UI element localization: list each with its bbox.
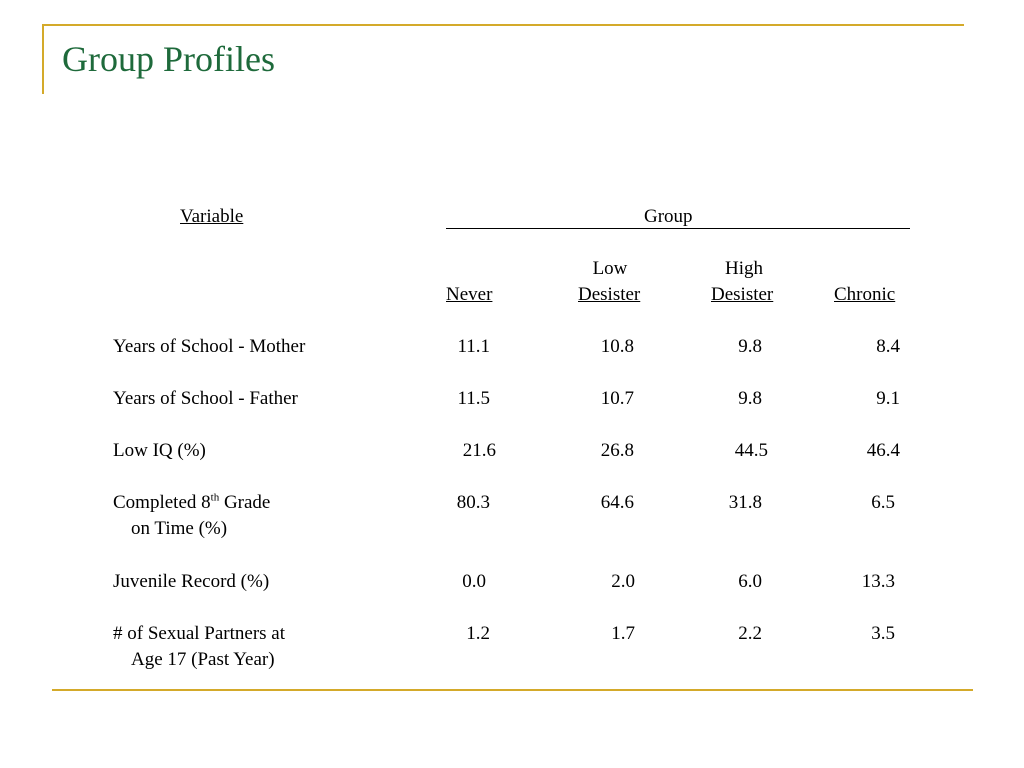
cell-low-desister: 26.8 [600,440,634,461]
cell-chronic: 46.4 [866,440,900,461]
row-label: Years of School - Mother [113,336,306,357]
col-low-desister-line1: Low [592,258,628,279]
cell-never: 11.1 [457,336,490,357]
row-label: Juvenile Record (%) [113,571,270,592]
cell-never: 80.3 [456,492,490,513]
row-label: Years of School - Father [113,388,298,409]
row-label: Low IQ (%) [113,440,206,461]
cell-chronic: 6.5 [871,492,895,513]
cell-never: 0.0 [462,571,486,592]
cell-chronic: 13.3 [861,571,895,592]
cell-low-desister: 64.6 [600,492,634,513]
cell-high-desister: 9.8 [738,388,762,409]
cell-low-desister: 2.0 [611,571,635,592]
cell-low-desister: 10.8 [600,336,634,357]
accent-bar-vertical [42,24,44,94]
cell-low-desister: 10.7 [600,388,634,409]
row-label-line2: Age 17 (Past Year) [131,649,275,670]
accent-bar-bottom [52,689,973,691]
cell-never: 1.2 [466,623,490,644]
cell-high-desister: 31.8 [728,492,762,513]
col-low-desister-header: Desister [578,284,641,305]
cell-high-desister: 9.8 [738,336,762,357]
cell-high-desister: 44.5 [734,440,768,461]
group-header: Group [640,206,697,228]
cell-chronic: 3.5 [871,623,895,644]
variable-header: Variable [180,206,244,227]
col-high-desister-header: Desister [711,284,774,305]
cell-chronic: 9.1 [876,388,900,409]
accent-bar-top [43,24,964,26]
cell-never: 11.5 [457,388,490,409]
row-label-line2: on Time (%) [131,518,228,539]
slide-title: Group Profiles [62,39,275,79]
cell-high-desister: 2.2 [738,623,762,644]
group-header-rule [446,228,910,229]
col-chronic-header: Chronic [834,284,896,305]
row-label: Completed 8th Grade [113,491,271,513]
col-high-desister-line1: High [725,258,763,279]
col-never-header: Never [446,284,493,305]
row-label: # of Sexual Partners at [113,623,286,644]
cell-high-desister: 6.0 [738,571,762,592]
cell-chronic: 8.4 [876,336,900,357]
cell-low-desister: 1.7 [611,623,635,644]
cell-never: 21.6 [462,440,496,461]
